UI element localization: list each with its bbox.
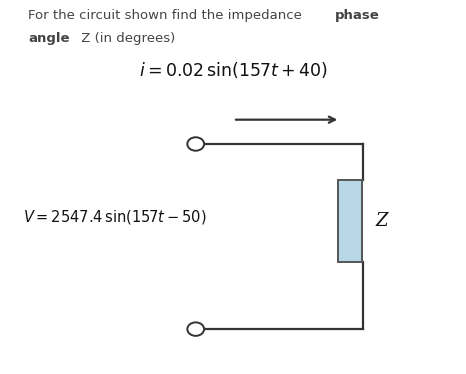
Bar (338, 180, 362, 262)
Text: $V = 2547.4\,\sin(157t - 50)$: $V = 2547.4\,\sin(157t - 50)$ (23, 208, 207, 226)
Text: angle: angle (28, 32, 69, 45)
Text: Z (in degrees): Z (in degrees) (77, 32, 175, 45)
Text: phase: phase (335, 9, 379, 22)
Circle shape (187, 322, 204, 336)
Text: For the circuit shown find the impedance: For the circuit shown find the impedance (28, 9, 306, 22)
Text: $i = 0.02\,\sin(157t + 40)$: $i = 0.02\,\sin(157t + 40)$ (138, 60, 328, 80)
Circle shape (187, 137, 204, 151)
Text: Z: Z (375, 212, 388, 230)
